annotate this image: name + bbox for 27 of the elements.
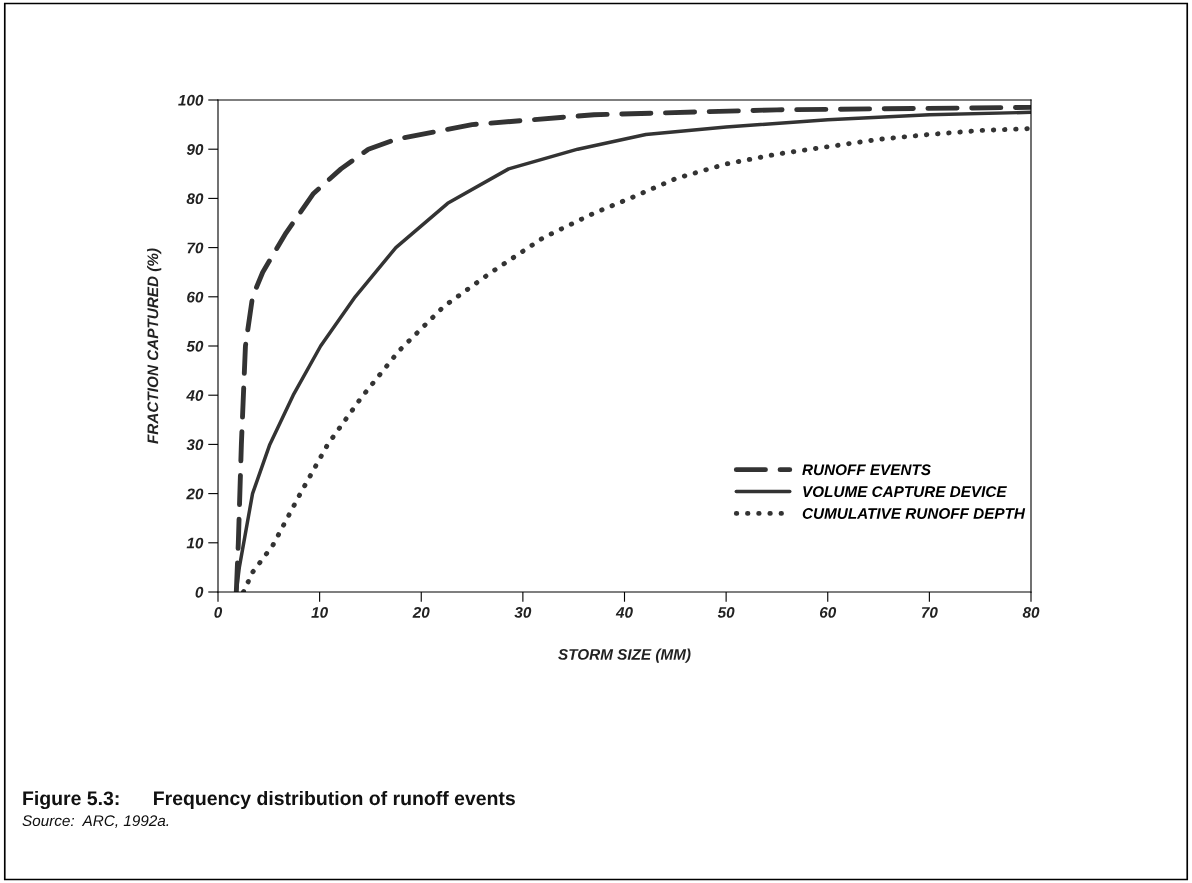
- y-tick-label: 70: [187, 242, 204, 254]
- y-tick-label: 30: [186, 439, 204, 451]
- x-tick-label: 80: [1022, 606, 1040, 618]
- x-tick-label: 20: [412, 606, 430, 618]
- y-axis-title: FRACTION CAPTURED (%): [147, 248, 162, 444]
- legend-label: VOLUME CAPTURE DEVICE: [803, 486, 1007, 498]
- y-tick-label: 100: [178, 94, 204, 106]
- y-tick-label: 0: [195, 586, 204, 598]
- x-tick-label: 70: [921, 606, 938, 618]
- x-tick-label: 60: [819, 606, 837, 618]
- x-axis-title: STORM SIZE (MM): [558, 648, 691, 663]
- x-tick-label: 30: [514, 606, 532, 618]
- legend-label: CUMULATIVE RUNOFF DEPTH: [802, 508, 1026, 519]
- y-tick-label: 50: [186, 340, 204, 352]
- x-tick-label: 50: [717, 606, 735, 618]
- x-tick-label: 40: [615, 606, 633, 618]
- y-tick-label: 90: [186, 144, 204, 155]
- y-tick-label: 60: [187, 291, 204, 303]
- caption: Figure 5.3: Frequency distribution of runoff events: [23, 790, 515, 810]
- source-note: Source: ARC, 1992a.: [22, 815, 169, 828]
- y-tick-label: 10: [186, 537, 204, 549]
- legend-label: RUNOFF EVENTS: [802, 464, 931, 476]
- x-tick-label: 10: [311, 606, 328, 618]
- y-tick-label: 40: [186, 390, 204, 401]
- x-tick-label: 0: [214, 606, 223, 618]
- y-tick-label: 20: [186, 488, 204, 500]
- y-tick-label: 80: [186, 193, 204, 205]
